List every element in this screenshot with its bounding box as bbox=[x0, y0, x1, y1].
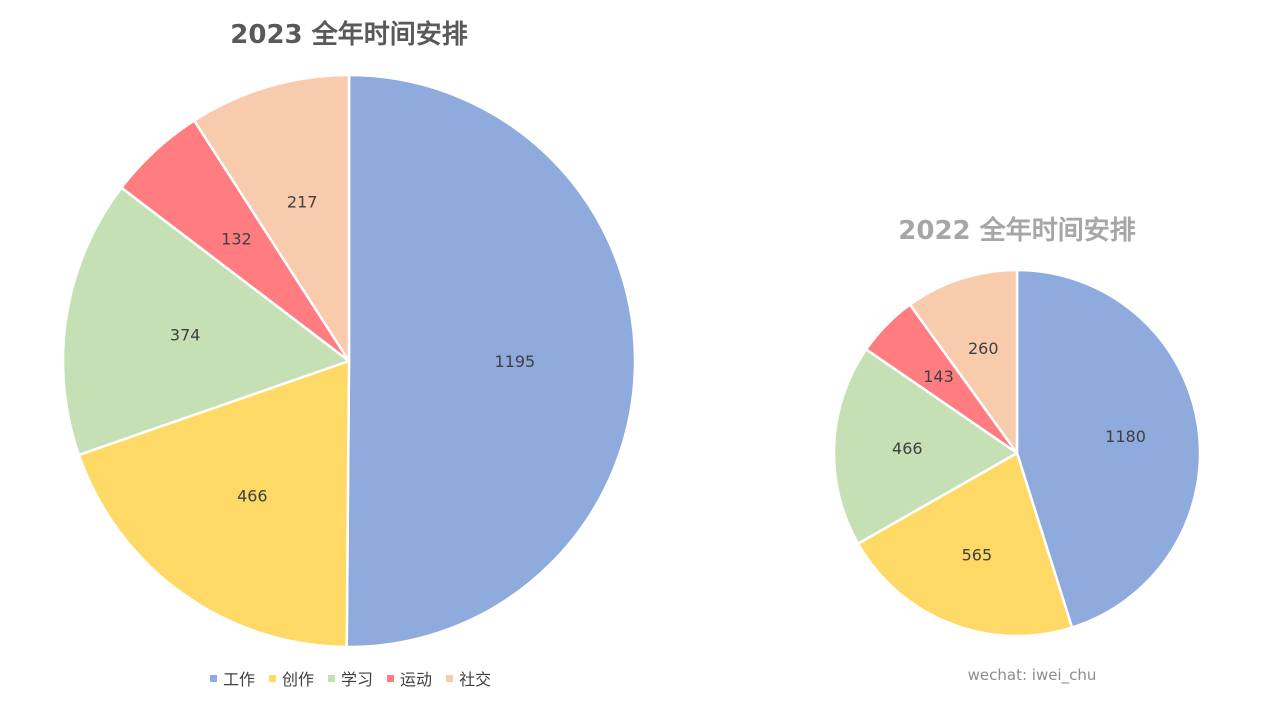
legend-label-work: 工作 bbox=[223, 670, 256, 689]
pie-slice-2022-work bbox=[1015, 268, 1202, 629]
pie-slice-2022-study bbox=[832, 348, 1019, 545]
legend-swatch-work bbox=[210, 674, 217, 682]
pie-slice-2023-social bbox=[192, 73, 351, 363]
data-label-2022-sport: 143 bbox=[923, 367, 954, 386]
data-label-2023-study: 374 bbox=[170, 325, 201, 344]
data-label-2023-sport: 132 bbox=[221, 230, 252, 249]
legend-swatch-social bbox=[446, 674, 454, 682]
legend-label-study: 学习 bbox=[341, 670, 374, 689]
pie-slice-2022-creation bbox=[856, 451, 1074, 638]
data-label-2022-social: 260 bbox=[968, 339, 999, 358]
legend-swatch-study bbox=[328, 674, 336, 682]
legend-item-study: 学习 bbox=[328, 666, 373, 690]
legend-item-creation: 创作 bbox=[269, 666, 314, 690]
legend-label-creation: 创作 bbox=[282, 670, 315, 689]
pie-slice-2023-study bbox=[61, 186, 351, 457]
legend-label-social: 社交 bbox=[459, 670, 492, 689]
pie-slice-2023-work bbox=[345, 73, 637, 649]
legend-item-work: 工作 bbox=[210, 666, 255, 690]
legend-item-sport: 运动 bbox=[387, 666, 432, 690]
chart-title-2022: 2022 全年时间安排 bbox=[898, 216, 1136, 246]
data-label-2022-creation: 565 bbox=[962, 546, 993, 565]
data-label-2023-work: 1195 bbox=[495, 352, 536, 371]
pie-slice-2022-social bbox=[908, 268, 1019, 455]
data-label-2023-social: 217 bbox=[287, 192, 318, 211]
legend-swatch-sport bbox=[387, 674, 395, 682]
watermark-text: wechat: iwei_chu bbox=[967, 666, 1097, 684]
legend-label-sport: 运动 bbox=[400, 670, 433, 689]
legend-item-social: 社交 bbox=[446, 666, 491, 690]
data-label-2022-work: 1180 bbox=[1105, 427, 1146, 446]
data-label-2022-study: 466 bbox=[892, 439, 923, 458]
chart-title-2023: 2023 全年时间安排 bbox=[230, 20, 468, 50]
legend-swatch-creation bbox=[269, 674, 277, 682]
legend: 工作 创作 学习 运动 社交 bbox=[210, 666, 491, 690]
data-label-2023-creation: 466 bbox=[237, 486, 268, 505]
